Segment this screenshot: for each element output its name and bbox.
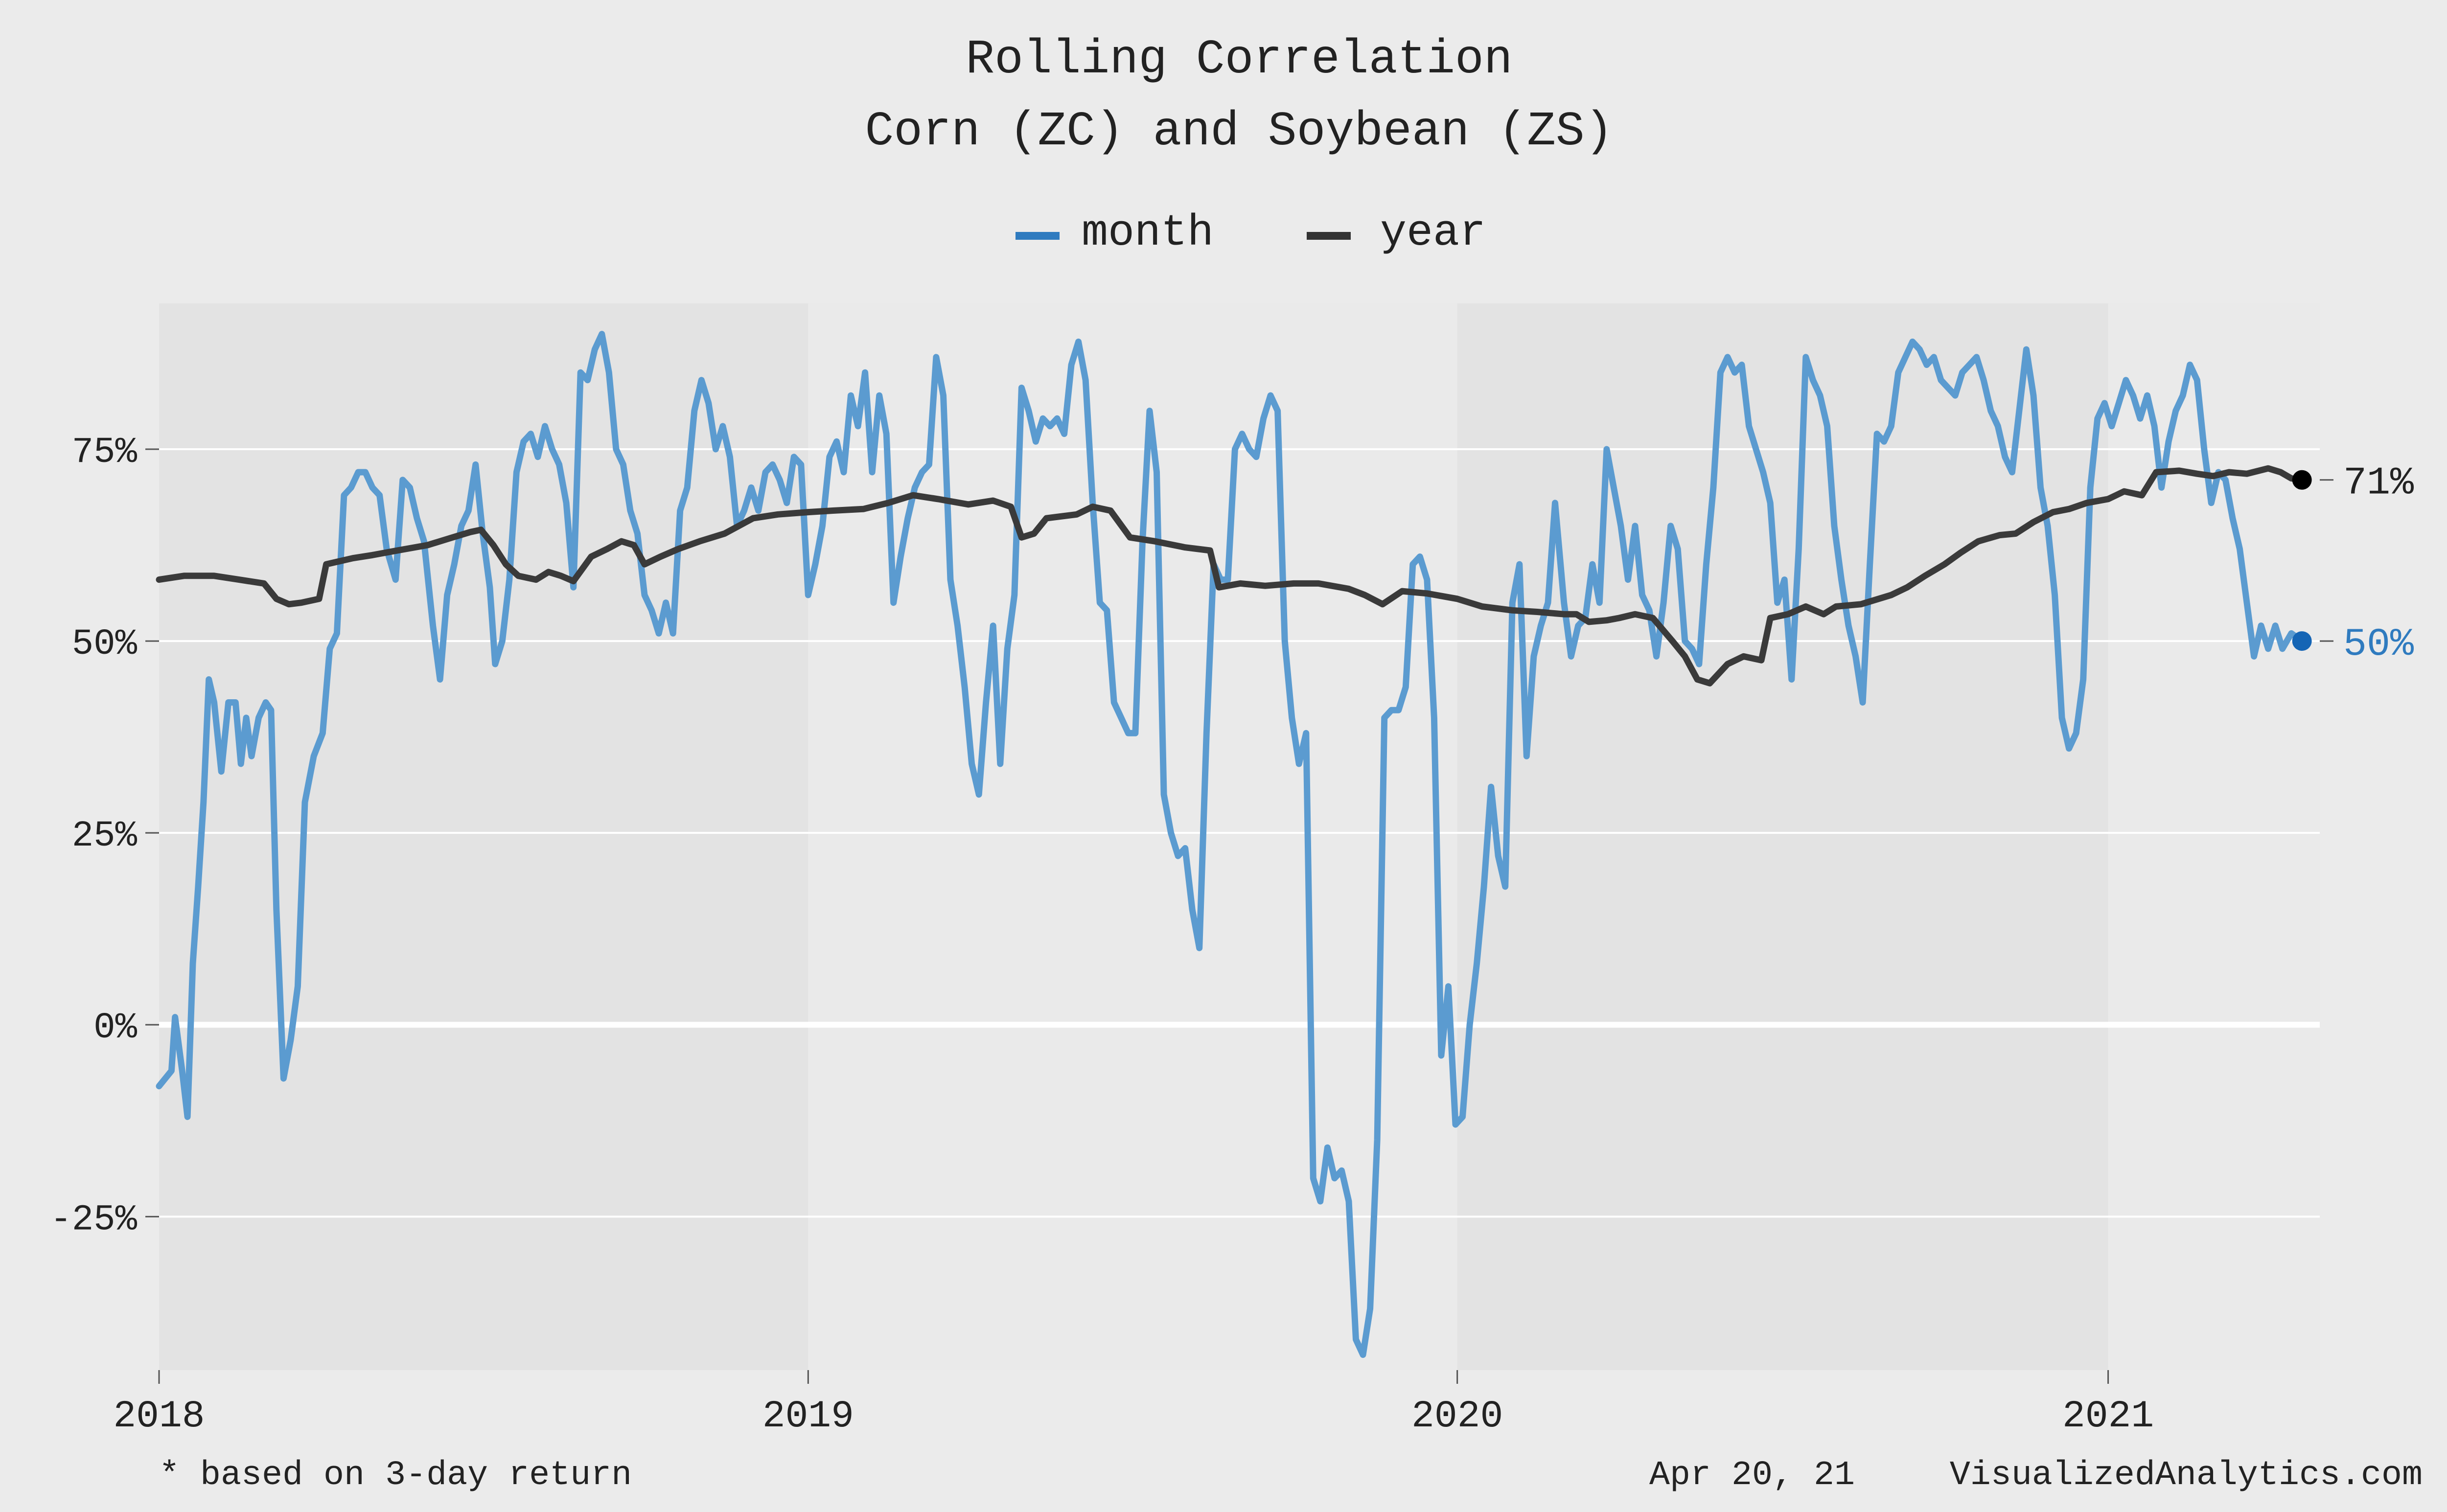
series-line-month	[156, 331, 2306, 1358]
legend-label-year: year	[1380, 208, 1486, 258]
year-band	[159, 303, 808, 1370]
y-tick-label: -25%	[50, 1199, 137, 1240]
year-bands	[159, 303, 2320, 1370]
y-tick-label: 75%	[72, 432, 138, 473]
legend-label-month: month	[1082, 208, 1214, 258]
x-tick-label: 2020	[1411, 1395, 1503, 1438]
end-marker-month	[2292, 631, 2312, 651]
chart-subtitle: Corn (ZC) and Soybean (ZS)	[865, 105, 1613, 159]
year-band	[1457, 303, 2108, 1370]
x-tick-labels: 2018 2019 2020 2021	[113, 1370, 2154, 1438]
year-band	[2108, 303, 2320, 1370]
x-tick-label: 2018	[113, 1395, 205, 1438]
chart-title: Rolling Correlation	[966, 33, 1512, 87]
y-tick-label: 0%	[93, 1008, 137, 1049]
y-tick-label: 25%	[72, 816, 138, 857]
footer-site: VisualizedAnalytics.com	[1950, 1456, 2423, 1495]
y-tick-labels: -25% 0% 25% 50% 75%	[50, 432, 137, 1240]
series-lines	[156, 331, 2306, 1358]
footer-note: * based on 3-day return	[159, 1456, 632, 1495]
x-tick-label: 2021	[2062, 1395, 2154, 1438]
legend: month year	[1016, 208, 1486, 258]
x-tick-label: 2019	[762, 1395, 854, 1438]
y-tick-label: 50%	[72, 624, 138, 665]
end-label-month: 50%	[2343, 622, 2414, 667]
end-markers: 50% 71%	[2292, 461, 2414, 667]
end-marker-year	[2292, 470, 2312, 490]
year-band	[808, 303, 1457, 1370]
end-label-year: 71%	[2343, 461, 2414, 506]
footer-date: Apr 20, 21	[1649, 1456, 1855, 1495]
series-line-year	[156, 465, 2306, 687]
